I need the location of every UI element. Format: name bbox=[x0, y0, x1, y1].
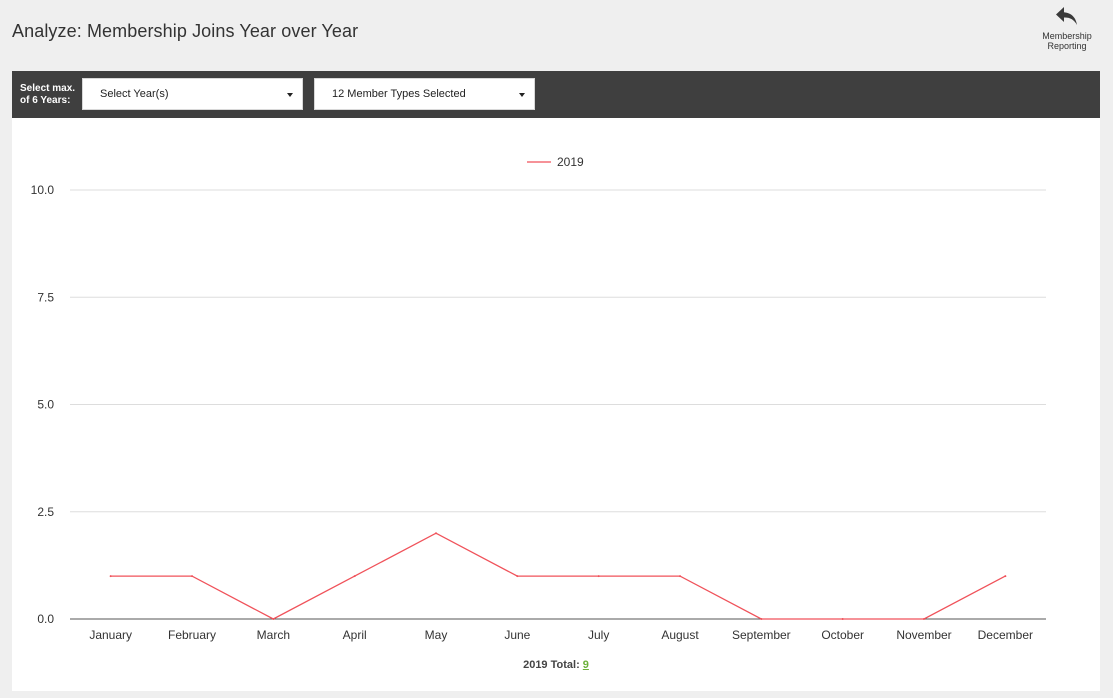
data-point bbox=[760, 618, 763, 620]
max-years-label: Select max. of 6 Years: bbox=[20, 83, 76, 106]
x-tick-label: September bbox=[732, 628, 791, 642]
series-line bbox=[110, 532, 1006, 620]
y-tick-label: 7.5 bbox=[37, 290, 54, 304]
data-point bbox=[272, 618, 275, 620]
filter-toolbar: Select max. of 6 Years: Select Year(s) 1… bbox=[12, 71, 1100, 118]
data-point bbox=[516, 575, 519, 578]
legend-label: 2019 bbox=[557, 155, 584, 169]
page-title: Analyze: Membership Joins Year over Year bbox=[12, 21, 359, 41]
year-total-label: 2019 Total: bbox=[523, 659, 580, 671]
member-types-select[interactable]: 12 Member Types Selected bbox=[314, 78, 535, 110]
year-total: 2019 Total: 9 bbox=[12, 659, 1100, 671]
x-tick-label: November bbox=[896, 628, 951, 642]
data-point bbox=[841, 618, 844, 620]
x-tick-label: December bbox=[978, 628, 1033, 642]
data-point bbox=[1004, 575, 1007, 578]
membership-reporting-label: Membership Reporting bbox=[1042, 31, 1092, 51]
x-tick-label: May bbox=[425, 628, 448, 642]
y-tick-label: 0.0 bbox=[37, 612, 54, 626]
chart-panel: 0.0 2.5 5.0 7.5 10.0 January February March Apri… bbox=[12, 118, 1100, 691]
caret-down-icon bbox=[287, 93, 293, 97]
data-point bbox=[435, 532, 437, 535]
x-tick-label: June bbox=[504, 628, 530, 642]
member-types-select-value: 12 Member Types Selected bbox=[332, 88, 466, 100]
data-point bbox=[353, 575, 356, 578]
y-tick-label: 2.5 bbox=[37, 505, 54, 519]
x-tick-label: April bbox=[343, 628, 367, 642]
data-point bbox=[679, 575, 681, 578]
y-tick-label: 10.0 bbox=[31, 183, 55, 197]
x-tick-label: January bbox=[89, 628, 132, 642]
reply-arrow-icon bbox=[1056, 7, 1077, 25]
data-point bbox=[191, 575, 193, 578]
year-total-value[interactable]: 9 bbox=[582, 659, 589, 671]
year-select-value: Select Year(s) bbox=[100, 88, 169, 100]
data-point bbox=[923, 618, 925, 620]
x-tick-label: August bbox=[661, 628, 699, 642]
y-tick-label: 5.0 bbox=[37, 398, 54, 412]
caret-down-icon bbox=[519, 93, 525, 97]
data-point bbox=[109, 575, 112, 578]
x-tick-label: March bbox=[257, 628, 290, 642]
x-tick-label: July bbox=[588, 628, 609, 642]
x-tick-label: February bbox=[168, 628, 216, 642]
year-select[interactable]: Select Year(s) bbox=[82, 78, 303, 110]
x-tick-label: October bbox=[821, 628, 864, 642]
data-point bbox=[597, 575, 600, 578]
joins-line-chart: 0.0 2.5 5.0 7.5 10.0 January February March Apri… bbox=[31, 155, 1046, 642]
membership-reporting-button[interactable]: Membership Reporting bbox=[1036, 4, 1098, 51]
